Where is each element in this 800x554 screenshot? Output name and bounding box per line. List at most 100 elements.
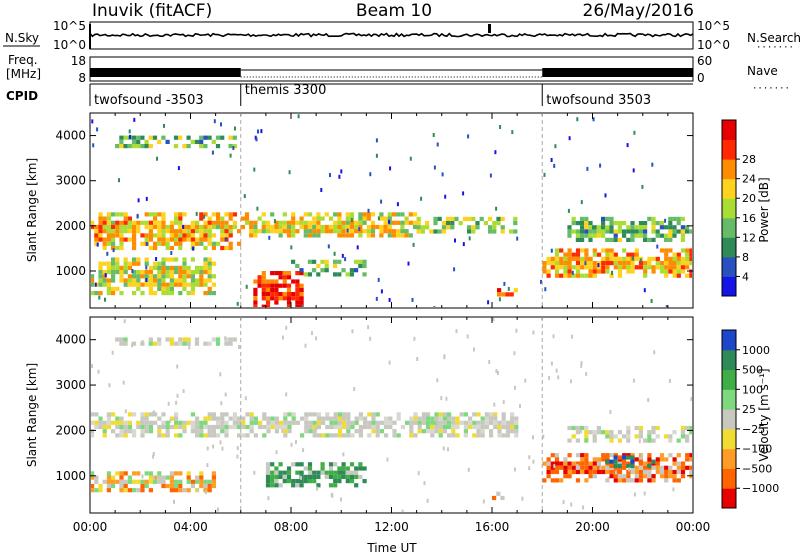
range-gate-cell [148,270,153,275]
range-gate-cell [123,229,128,234]
range-gate-cell [270,292,275,297]
range-gate-cell [596,225,601,230]
range-gate-cell [592,273,597,278]
range-gate-cell [115,224,120,230]
range-gate-cell [115,265,120,270]
range-gate-cell [262,412,267,417]
scattered-echo [631,256,634,261]
velocity-colorbar-tick-label: −1000 [742,482,779,495]
range-gate-cell [115,471,120,476]
range-gate-cell [144,212,149,217]
range-gate-cell [550,469,555,475]
range-gate-cell [94,224,99,230]
range-gate-cell [596,469,602,475]
range-gate-cell [592,430,597,435]
range-gate-cell [299,470,304,475]
range-gate-cell [304,429,309,434]
range-gate-cell [123,433,128,438]
scattered-echo [267,496,270,501]
range-gate-cell [320,216,325,221]
range-gate-cell [165,245,170,251]
range-gate-cell [438,429,443,434]
range-gate-cell [613,252,618,257]
range-gate-cell [148,212,153,217]
range-gate-cell [489,433,494,438]
range-gate-cell [178,216,183,221]
range-gate-cell [638,261,644,266]
range-gate-cell [169,488,174,493]
range-gate-cell [249,420,254,425]
range-gate-cell [447,424,452,430]
range-gate-cell [161,291,166,296]
range-gate-cell [178,433,183,438]
range-gate-cell [337,420,342,425]
range-gate-cell [270,416,275,421]
range-gate-cell [220,429,225,434]
scattered-echo [377,277,380,282]
freq-label-line1: Freq. [8,53,38,67]
scattered-echo [152,451,155,456]
range-gate-cell [224,420,229,425]
range-gate-cell [643,438,648,443]
range-gate-cell [316,424,321,430]
range-gate-cell [333,479,338,484]
scattered-echo [236,301,239,306]
range-gate-cell [626,225,631,230]
range-gate-cell [341,466,346,471]
range-gate-cell [232,135,237,140]
range-gate-cell [605,478,610,483]
range-gate-cell [325,412,330,417]
range-gate-cell [123,420,128,425]
range-gate-cell [676,469,681,475]
range-gate-cell [207,135,212,140]
range-gate-cell [228,144,233,149]
range-gate-cell [278,275,283,280]
range-gate-cell [169,245,174,251]
range-gate-cell [102,278,107,283]
range-gate-cell [546,465,551,470]
scattered-echo [111,350,114,355]
range-gate-cell [291,462,296,467]
range-gate-cell [630,459,635,464]
range-gate-cell [152,341,158,346]
range-gate-cell [119,291,124,296]
range-gate-cell [207,341,212,346]
scattered-echo [633,130,636,135]
range-gate-cell [240,216,245,221]
range-gate-cell [659,221,664,226]
range-gate-cell [366,233,371,238]
range-gate-cell [244,216,250,221]
range-gate-cell [148,245,153,251]
range-gate-cell [580,465,585,470]
range-gate-cell [148,286,153,291]
range-gate-cell [497,420,502,425]
range-gate-cell [270,474,275,479]
range-gate-cell [324,229,329,234]
range-gate-cell [203,265,208,270]
range-gate-cell [111,420,116,425]
range-gate-cell [571,252,576,257]
range-gate-cell [626,425,631,431]
range-gate-cell [194,139,200,144]
range-gate-cell [265,287,271,292]
range-gate-cell [580,453,585,458]
scattered-echo [495,369,498,374]
scattered-echo [416,357,419,361]
range-gate-cell [291,212,296,217]
range-gate-cell [609,237,614,242]
range-gate-cell [274,296,279,301]
range-gate-cell [655,461,660,466]
range-gate-cell [278,229,283,234]
range-gate-cell [505,429,510,434]
range-gate-cell [430,416,435,421]
scattered-echo [203,214,206,219]
range-gate-cell [165,224,170,230]
range-gate-cell [286,233,292,238]
range-gate-cell [274,220,279,225]
power-colorbar-tick-label: 16 [742,212,756,225]
range-gate-cell [362,229,367,234]
range-gate-cell [630,237,635,242]
range-gate-cell [442,429,447,434]
range-gate-cell [262,424,267,430]
scattered-echo [316,486,319,491]
